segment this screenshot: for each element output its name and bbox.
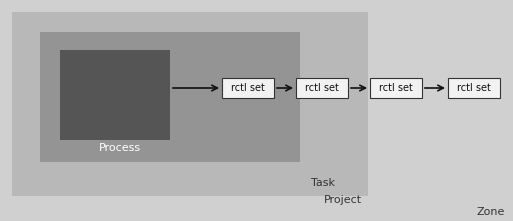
- Text: rctl set: rctl set: [379, 83, 413, 93]
- Bar: [12, 12, 368, 196]
- Bar: [40, 32, 300, 162]
- Text: Project: Project: [324, 195, 362, 205]
- Text: rctl set: rctl set: [231, 83, 265, 93]
- Bar: [296, 78, 348, 98]
- Text: rctl set: rctl set: [305, 83, 339, 93]
- Bar: [370, 78, 422, 98]
- Text: Zone: Zone: [477, 207, 505, 217]
- Text: rctl set: rctl set: [457, 83, 491, 93]
- Bar: [60, 50, 170, 140]
- Bar: [222, 78, 274, 98]
- Text: Task: Task: [311, 178, 335, 188]
- Text: Process: Process: [99, 143, 141, 153]
- Bar: [448, 78, 500, 98]
